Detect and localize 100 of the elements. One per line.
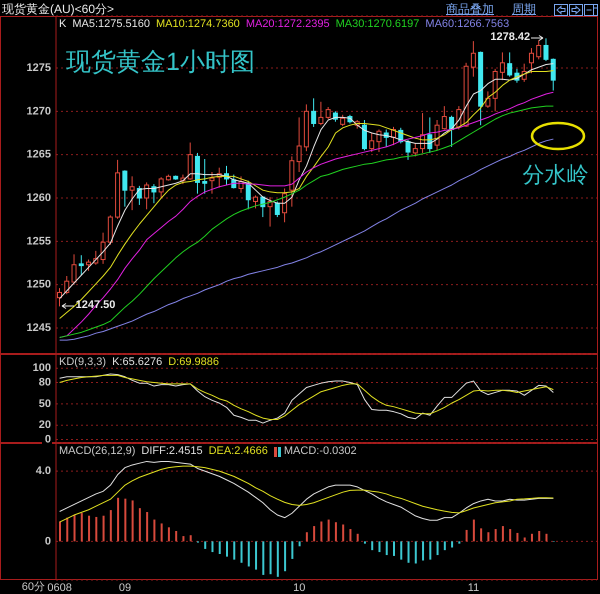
candlestick <box>57 288 62 307</box>
bar <box>211 541 214 552</box>
candlestick <box>78 254 84 276</box>
bar <box>138 508 141 542</box>
y-tick-label: 4.0 <box>36 465 51 478</box>
bar <box>160 523 163 542</box>
bar <box>334 522 337 542</box>
y-tick-label: 50 <box>38 398 51 410</box>
bar <box>132 500 134 542</box>
bar <box>59 522 61 542</box>
bar <box>386 541 388 556</box>
bar <box>306 532 308 542</box>
series-label: DIFF:2.4515 <box>141 445 203 458</box>
bar <box>80 513 83 542</box>
bar <box>262 541 264 575</box>
bar <box>291 541 294 559</box>
x-tick-label: 10 <box>293 582 306 594</box>
bar <box>298 541 301 546</box>
candlestick <box>100 232 106 264</box>
bar <box>487 532 490 542</box>
bar <box>153 520 156 542</box>
bar <box>524 537 526 542</box>
bar <box>509 529 512 542</box>
candlestick <box>130 176 135 211</box>
bar <box>408 541 410 563</box>
bar <box>204 541 206 549</box>
bar <box>117 498 120 542</box>
bar <box>175 530 178 542</box>
bar <box>270 541 272 574</box>
text: 现货黄金1小时图 <box>66 47 255 77</box>
bar <box>240 541 243 563</box>
bar <box>102 516 105 542</box>
bar <box>233 541 236 560</box>
text: MA60:1266.7563 <box>425 18 510 31</box>
text: MA20:1272.2395 <box>246 18 330 31</box>
candlestick <box>296 116 302 172</box>
bar <box>356 534 359 542</box>
bar <box>371 541 374 550</box>
y-tick-label: 1250 <box>26 278 51 291</box>
y-tick-label: 1245 <box>26 322 51 334</box>
x-tick-label: 09 <box>118 582 132 594</box>
x-tick-label: 0608 <box>47 582 72 594</box>
y-tick-label: 0 <box>44 535 51 548</box>
bar <box>451 541 454 548</box>
bar <box>378 541 380 552</box>
text: MA10:1274.7360 <box>156 18 240 31</box>
bar <box>190 535 192 542</box>
bar <box>530 534 533 542</box>
bar <box>444 541 446 550</box>
x-tick-label: 11 <box>468 582 480 594</box>
bar <box>328 520 330 542</box>
bar <box>422 541 424 561</box>
bar <box>313 526 316 542</box>
bar <box>429 541 432 560</box>
bar <box>255 541 258 570</box>
bar <box>95 516 98 542</box>
bar <box>248 541 250 566</box>
series-label: D:69.9886 <box>168 356 219 369</box>
bar <box>74 514 76 542</box>
bar <box>168 527 170 542</box>
text: 周期 <box>512 1 536 18</box>
bar <box>342 524 344 542</box>
bar <box>66 518 68 542</box>
candlestick <box>528 48 534 74</box>
legend-title: K <box>59 18 66 31</box>
bar <box>320 522 322 542</box>
y-tick-label: 1265 <box>26 148 51 161</box>
y-tick-label: 1275 <box>26 62 51 74</box>
bar <box>472 520 475 542</box>
y-tick-label: 1270 <box>26 105 51 118</box>
text: MA30:1270.6197 <box>336 18 420 31</box>
bar <box>218 541 221 554</box>
bar <box>226 541 228 557</box>
bar <box>276 541 279 577</box>
x-axis-title: 60分 <box>22 581 45 594</box>
y-tick-label: 1255 <box>26 235 51 248</box>
text: 商品叠加 <box>446 1 494 18</box>
bar <box>349 529 352 542</box>
annotation: 1278.42 <box>490 31 530 44</box>
bar <box>436 541 439 556</box>
bar <box>414 541 417 564</box>
bar <box>480 528 482 542</box>
y-tick-label: 0 <box>44 433 51 446</box>
bar <box>393 541 395 556</box>
bar <box>284 541 286 572</box>
bar <box>466 530 468 542</box>
candlestick <box>470 40 476 78</box>
chart-title: MACD(26,12,9) <box>59 445 136 458</box>
bar <box>400 541 402 560</box>
bar <box>88 516 90 542</box>
bar <box>110 510 112 542</box>
y-tick-label: 100 <box>32 362 51 374</box>
bar <box>494 529 497 542</box>
y-tick-label: 1260 <box>26 192 51 204</box>
bar <box>502 526 504 542</box>
series-label: DEA:2.4666 <box>208 445 268 458</box>
y-tick-label: 20 <box>38 419 51 432</box>
bar <box>124 498 126 542</box>
bar <box>545 534 548 542</box>
chart-title: 现货黄金(AU)<60分> <box>2 1 114 18</box>
